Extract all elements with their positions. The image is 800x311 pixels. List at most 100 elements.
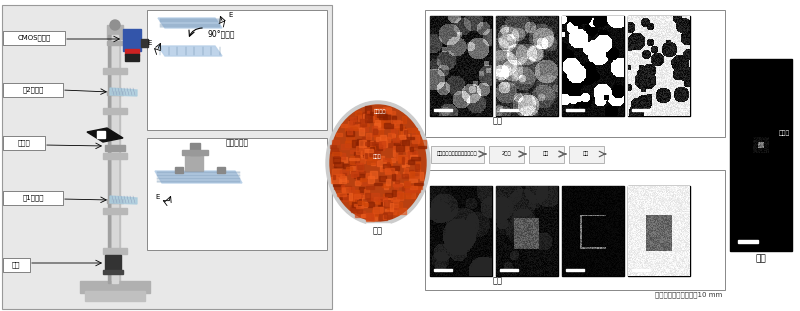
Bar: [386, 164, 392, 171]
Bar: [390, 195, 398, 201]
Bar: [392, 174, 394, 180]
Bar: [357, 113, 362, 119]
Bar: [372, 210, 378, 216]
FancyBboxPatch shape: [147, 138, 327, 250]
Bar: [334, 151, 338, 157]
Bar: [85, 291, 145, 301]
Text: CMOSカメラ: CMOSカメラ: [18, 35, 50, 41]
Bar: [370, 163, 375, 165]
Bar: [408, 151, 417, 158]
Bar: [368, 110, 371, 116]
Bar: [402, 160, 405, 167]
Bar: [366, 158, 371, 160]
Bar: [357, 177, 360, 179]
Bar: [366, 223, 390, 226]
Bar: [376, 200, 380, 204]
Bar: [365, 114, 372, 122]
Bar: [407, 128, 417, 132]
Bar: [395, 171, 397, 173]
Text: E: E: [228, 12, 232, 18]
Bar: [416, 161, 419, 168]
Bar: [338, 193, 346, 197]
Bar: [351, 172, 358, 177]
Bar: [105, 145, 125, 151]
Bar: [414, 183, 423, 185]
Bar: [500, 268, 518, 271]
Bar: [394, 142, 400, 145]
Bar: [391, 158, 395, 162]
Ellipse shape: [330, 105, 426, 221]
Text: 手袋片: 手袋片: [373, 154, 382, 159]
Bar: [414, 189, 420, 192]
Bar: [366, 149, 373, 152]
Bar: [396, 172, 399, 174]
Bar: [362, 180, 369, 185]
Bar: [350, 128, 358, 130]
Bar: [346, 180, 349, 182]
Bar: [384, 184, 388, 189]
Bar: [358, 171, 366, 174]
Bar: [377, 124, 379, 129]
Bar: [361, 127, 368, 131]
Bar: [364, 150, 370, 157]
Bar: [356, 206, 363, 208]
Bar: [356, 164, 363, 171]
Bar: [359, 178, 366, 181]
FancyBboxPatch shape: [2, 5, 332, 309]
Polygon shape: [158, 46, 222, 56]
Bar: [358, 187, 364, 192]
Bar: [374, 108, 378, 110]
Bar: [382, 158, 389, 161]
Bar: [393, 183, 398, 186]
Bar: [405, 182, 409, 185]
Bar: [385, 141, 394, 147]
Bar: [393, 184, 402, 186]
Bar: [384, 212, 391, 218]
Bar: [406, 188, 411, 194]
Bar: [354, 152, 359, 158]
Bar: [632, 109, 650, 111]
Bar: [394, 183, 398, 189]
Bar: [125, 54, 139, 61]
Bar: [350, 158, 356, 165]
Text: 検出範囲: 検出範囲: [374, 109, 386, 114]
Bar: [80, 281, 150, 293]
Bar: [410, 147, 413, 151]
Bar: [334, 153, 338, 160]
Bar: [393, 150, 395, 156]
Bar: [374, 120, 380, 126]
Bar: [365, 106, 370, 114]
Bar: [382, 115, 390, 119]
Bar: [355, 155, 358, 163]
Bar: [415, 164, 419, 171]
Bar: [361, 119, 364, 123]
Bar: [410, 179, 417, 182]
Bar: [380, 135, 386, 142]
Bar: [333, 175, 335, 179]
Bar: [372, 142, 381, 145]
Bar: [412, 135, 418, 143]
Bar: [383, 194, 390, 199]
Bar: [338, 176, 343, 180]
Bar: [390, 203, 394, 211]
Bar: [350, 204, 357, 211]
Bar: [363, 112, 373, 118]
Bar: [374, 109, 384, 115]
Bar: [382, 184, 390, 187]
Bar: [398, 193, 402, 198]
Bar: [358, 163, 361, 166]
FancyBboxPatch shape: [425, 170, 725, 290]
Bar: [411, 143, 421, 147]
Bar: [566, 268, 584, 271]
Bar: [386, 201, 389, 209]
Bar: [391, 178, 398, 180]
Bar: [107, 41, 123, 45]
Bar: [333, 159, 340, 165]
Bar: [350, 124, 359, 130]
Bar: [357, 146, 362, 154]
Bar: [354, 204, 356, 207]
Bar: [332, 140, 339, 144]
Bar: [385, 168, 394, 173]
Bar: [382, 215, 386, 219]
Bar: [356, 179, 361, 184]
